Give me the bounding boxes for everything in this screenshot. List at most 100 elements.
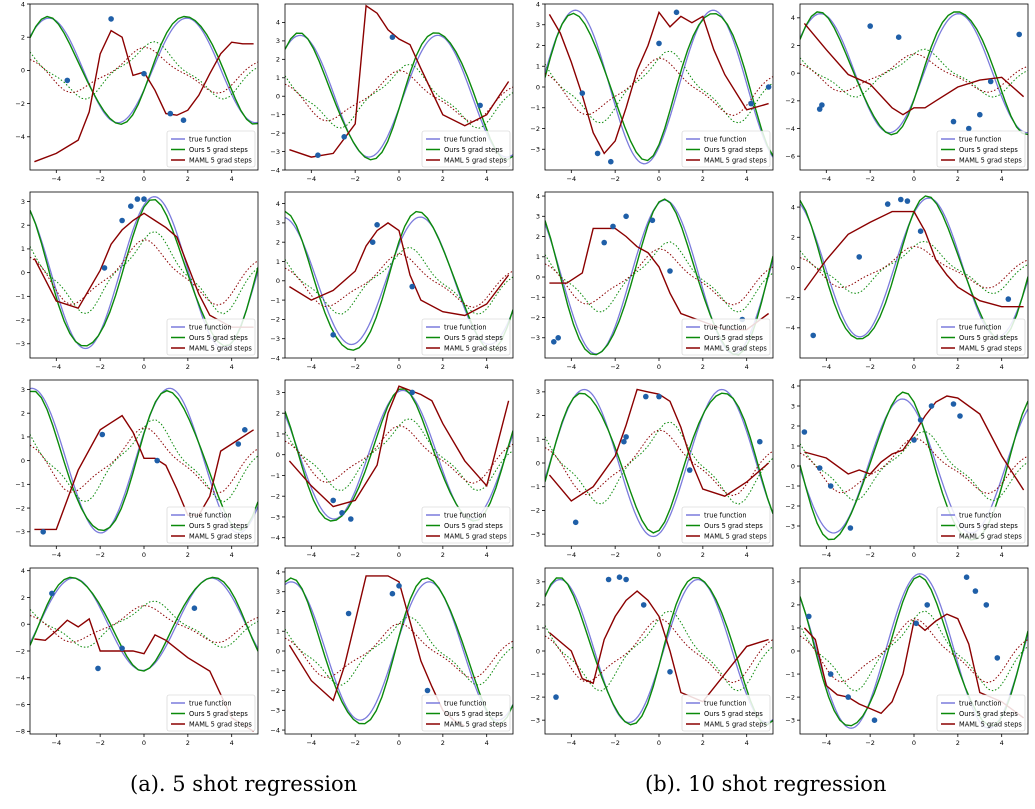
sample-point xyxy=(242,427,248,433)
legend-ours-label: Ours 5 grad steps xyxy=(189,146,248,154)
y-tick-label: −2 xyxy=(270,493,280,501)
sample-point xyxy=(119,646,125,652)
y-tick-label: −2 xyxy=(15,100,25,108)
subplot-a-2-2: −4 −2 0 2 4−4−3−2−101234true functionOurs 5 … xyxy=(270,192,513,371)
sample-point xyxy=(674,10,680,16)
sample-point xyxy=(330,332,336,338)
x-tick-label: 0 xyxy=(397,551,401,559)
y-tick-label: 4 xyxy=(791,382,795,390)
y-tick-label: 1 xyxy=(21,245,25,253)
legend: true function Ours 5 grad steps MAML 5 gra… xyxy=(422,319,510,355)
y-tick-label: −4 xyxy=(15,674,25,682)
sample-point xyxy=(341,134,347,140)
x-tick-label: −2 xyxy=(610,363,620,371)
maml-pre-adapt-line xyxy=(545,430,773,496)
y-tick-label: 1 xyxy=(21,433,25,441)
y-tick-label: −1 xyxy=(270,296,280,304)
y-tick-label: 0 xyxy=(791,69,795,77)
legend-true-function-label: true function xyxy=(189,323,232,331)
sample-point xyxy=(988,79,994,85)
x-tick-label: 2 xyxy=(956,363,960,371)
x-tick-label: 4 xyxy=(745,175,749,183)
x-tick-label: 0 xyxy=(397,175,401,183)
y-tick-label: 0 xyxy=(791,462,795,470)
legend-ours-label: Ours 5 grad steps xyxy=(959,334,1018,342)
y-tick-label: −2 xyxy=(785,97,795,105)
y-tick-label: 1 xyxy=(791,442,795,450)
y-tick-label: −1 xyxy=(270,667,280,675)
y-tick-label: 2 xyxy=(276,608,280,616)
x-tick-label: −2 xyxy=(95,551,105,559)
plot-area xyxy=(800,196,1028,339)
y-tick-label: 3 xyxy=(276,37,280,45)
figure-grid: −4 −2 0 2 4−4−2024true functionOurs 5 grad s… xyxy=(0,0,1035,760)
ours-line xyxy=(800,196,1028,339)
x-tick-label: −4 xyxy=(307,363,317,371)
sample-point xyxy=(848,525,854,531)
legend-ours-label: Ours 5 grad steps xyxy=(444,710,503,718)
maml-pre-adapt-line xyxy=(800,246,1028,288)
y-tick-label: −2 xyxy=(785,502,795,510)
y-tick-label: −2 xyxy=(530,125,540,133)
x-tick-label: 0 xyxy=(912,175,916,183)
y-tick-label: −1 xyxy=(530,670,540,678)
y-tick-label: −1 xyxy=(530,294,540,302)
sample-point xyxy=(643,394,649,400)
y-tick-label: −1 xyxy=(530,483,540,491)
maml-line xyxy=(804,396,1023,490)
y-tick-label: 3 xyxy=(536,213,540,221)
y-tick-label: 3 xyxy=(21,386,25,394)
y-tick-label: 4 xyxy=(791,203,795,211)
x-tick-label: 4 xyxy=(745,739,749,747)
y-tick-label: 3 xyxy=(276,389,280,397)
y-tick-label: −3 xyxy=(15,528,25,536)
y-tick-label: 0 xyxy=(21,67,25,75)
sample-point xyxy=(918,417,924,423)
sample-point xyxy=(409,284,415,290)
x-tick-label: 0 xyxy=(397,739,401,747)
x-tick-label: 4 xyxy=(745,363,749,371)
y-tick-label: 1 xyxy=(536,253,540,261)
legend-maml-label: MAML 5 grad steps xyxy=(704,344,767,352)
sample-point xyxy=(119,218,125,224)
x-tick-label: 2 xyxy=(956,175,960,183)
sample-point xyxy=(856,254,862,260)
sample-point xyxy=(757,439,763,445)
y-tick-label: −6 xyxy=(15,701,25,709)
y-tick-label: 4 xyxy=(21,567,25,575)
y-tick-label: 4 xyxy=(276,200,280,208)
y-tick-label: −3 xyxy=(270,707,280,715)
maml-line xyxy=(34,213,253,327)
x-tick-label: −4 xyxy=(822,175,832,183)
sample-point xyxy=(623,214,629,220)
y-tick-label: −4 xyxy=(785,125,795,133)
subplot-b-3-2: −4 −2 0 2 4−3−2−101234true functionOurs 5 gr… xyxy=(785,380,1028,559)
sample-point xyxy=(128,203,134,209)
y-tick-label: −2 xyxy=(530,507,540,515)
legend-true-function-label: true function xyxy=(959,135,1002,143)
sample-point xyxy=(346,611,352,617)
ours-line xyxy=(285,389,513,521)
x-tick-label: −4 xyxy=(52,175,62,183)
y-tick-label: −1 xyxy=(530,104,540,112)
y-tick-label: 0 xyxy=(791,264,795,272)
x-tick-label: 4 xyxy=(485,363,489,371)
y-tick-label: 2 xyxy=(276,56,280,64)
legend-ours-label: Ours 5 grad steps xyxy=(189,710,248,718)
y-tick-label: 2 xyxy=(276,238,280,246)
y-tick-label: −1 xyxy=(15,481,25,489)
x-tick-label: 4 xyxy=(230,739,234,747)
x-tick-label: −2 xyxy=(350,739,360,747)
y-tick-label: 1 xyxy=(276,258,280,266)
y-tick-label: 3 xyxy=(536,388,540,396)
y-tick-label: 0 xyxy=(276,647,280,655)
y-tick-label: 1 xyxy=(276,628,280,636)
legend-maml-label: MAML 5 grad steps xyxy=(189,344,252,352)
x-tick-label: −2 xyxy=(95,739,105,747)
x-tick-label: 2 xyxy=(186,551,190,559)
plot-area xyxy=(800,12,1028,135)
maml-pre-adapt-line xyxy=(285,254,513,307)
caption-5-shot: (a). 5 shot regression xyxy=(130,772,357,796)
maml-pre-adapt-line xyxy=(545,249,773,305)
x-tick-label: 4 xyxy=(485,175,489,183)
